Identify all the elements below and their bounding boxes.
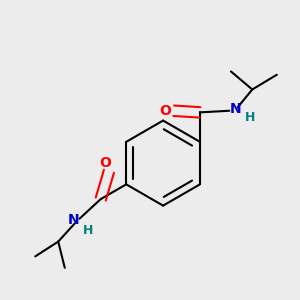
Text: O: O	[100, 156, 112, 170]
Text: N: N	[68, 213, 80, 227]
Text: H: H	[244, 111, 255, 124]
Text: H: H	[82, 224, 93, 237]
Text: O: O	[160, 104, 172, 118]
Text: N: N	[230, 102, 241, 116]
